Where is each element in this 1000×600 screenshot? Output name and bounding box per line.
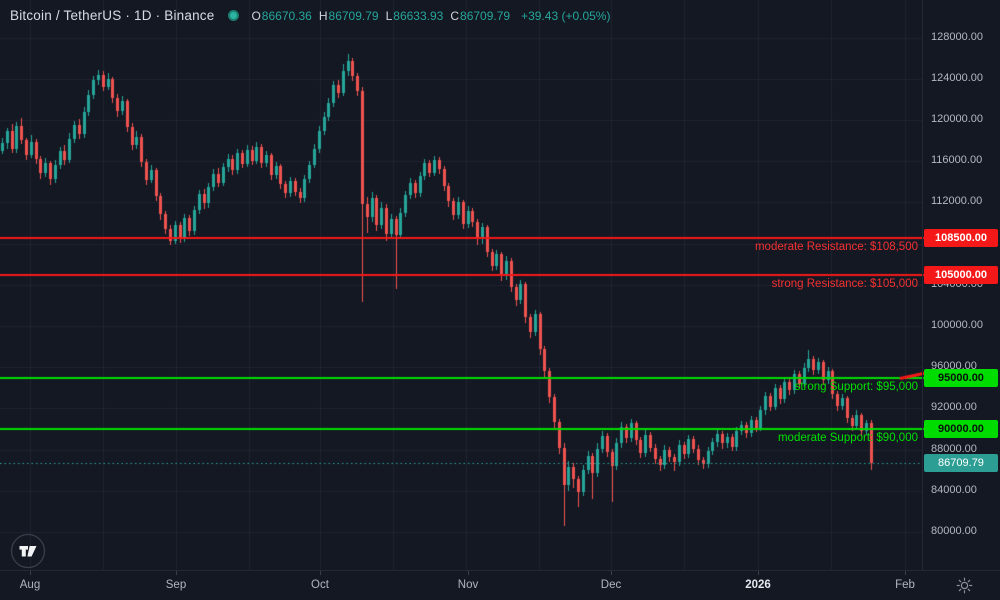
tradingview-logo[interactable] [10,533,46,569]
price-tick-label: 128000.00 [931,30,983,43]
high-label: H [318,8,328,23]
month-label: Nov [457,579,479,591]
time-tick-mark [611,571,612,575]
price-tick-label: 84000.00 [931,483,977,496]
open-label: O [251,8,261,23]
price-tick-label: 92000.00 [931,401,977,414]
time-tick-mark [30,571,31,575]
year-label: 2026 [745,579,771,591]
moderate-resistance-price-badge: 108500.00 [924,229,998,248]
price-tick-label: 88000.00 [931,442,977,455]
time-tick-mark [320,571,321,575]
last-price-badge: 86709.79 [924,453,998,472]
low-value: 86633.93 [393,8,444,23]
month-label: Feb [895,579,915,591]
live-status-dot-icon [228,10,240,21]
close-label: C [450,8,460,23]
month-label: Oct [311,579,329,591]
time-tick-mark [176,571,177,575]
price-tick-label: 80000.00 [931,524,977,537]
moderate-support-label: moderate Support: $90,000 [777,431,918,444]
axis-settings-icon[interactable] [950,572,978,598]
moderate-support-price-badge: 90000.00 [924,419,998,438]
time-tick-mark [758,571,759,575]
ohlc-readout: O86670.36 H86709.79 L86633.93 C86709.79 … [251,9,610,23]
moderate-resistance-label: moderate Resistance: $108,500 [754,241,918,254]
price-tick-label: 124000.00 [931,71,983,84]
strong-support-price-badge: 95000.00 [924,368,998,387]
change-value: +39.43 (+0.05%) [521,8,611,23]
month-label: Aug [19,579,41,591]
symbol-header: Bitcoin / TetherUS · 1D · Binance O86670… [10,8,610,23]
high-value: 86709.79 [328,8,379,23]
price-axis[interactable]: 128000.00 124000.00 120000.00 116000.00 1120… [922,0,1000,570]
strong-resistance-price-badge: 105000.00 [924,265,998,284]
price-tick-label: 100000.00 [931,319,983,331]
symbol-title[interactable]: Bitcoin / TetherUS · 1D · Binance [10,8,215,23]
price-tick-label: 116000.00 [931,154,983,167]
close-value: 86709.79 [460,8,511,23]
time-tick-mark [468,571,469,575]
month-label: Sep [165,579,187,591]
month-label: Dec [600,579,622,591]
low-label: L [385,8,393,23]
price-tick-label: 120000.00 [931,113,983,126]
time-axis[interactable]: Aug Sep Oct Nov Dec 2026 Feb [0,570,1000,600]
price-tick-label: 112000.00 [931,195,983,208]
open-value: 86670.36 [261,8,312,23]
time-tick-mark [905,571,906,575]
strong-resistance-label: strong Resistance: $105,000 [771,277,918,290]
strong-support-label: strong Support: $95,000 [794,380,918,393]
